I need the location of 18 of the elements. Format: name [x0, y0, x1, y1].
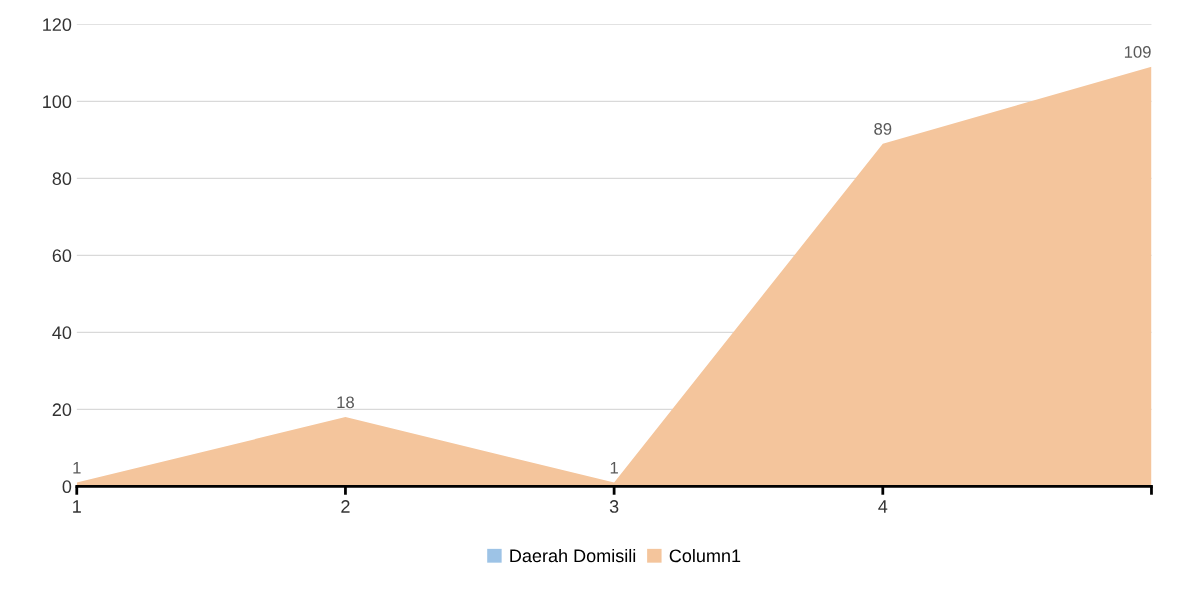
data-label: 1	[610, 462, 618, 474]
y-tick-label: 120	[43, 18, 72, 32]
data-label: 1	[73, 462, 81, 474]
data-label: 109	[1124, 46, 1151, 58]
y-tick-label: 80	[52, 172, 72, 186]
x-tick-label: 3	[609, 500, 619, 513]
x-tick-label: 2	[341, 500, 350, 513]
y-tick-label: 60	[52, 249, 72, 263]
y-tick-label: 0	[62, 480, 72, 494]
y-tick-label: 20	[52, 403, 72, 417]
data-label: 18	[337, 396, 354, 409]
x-tick-label: 4	[878, 500, 888, 513]
data-label: 89	[874, 123, 892, 135]
x-tick-label: 1	[73, 500, 81, 513]
legend-label: Daerah Domisili	[510, 548, 636, 563]
legend-label: Column1	[669, 548, 741, 563]
y-tick-label: 40	[52, 326, 72, 340]
y-tick-label: 100	[43, 95, 72, 109]
